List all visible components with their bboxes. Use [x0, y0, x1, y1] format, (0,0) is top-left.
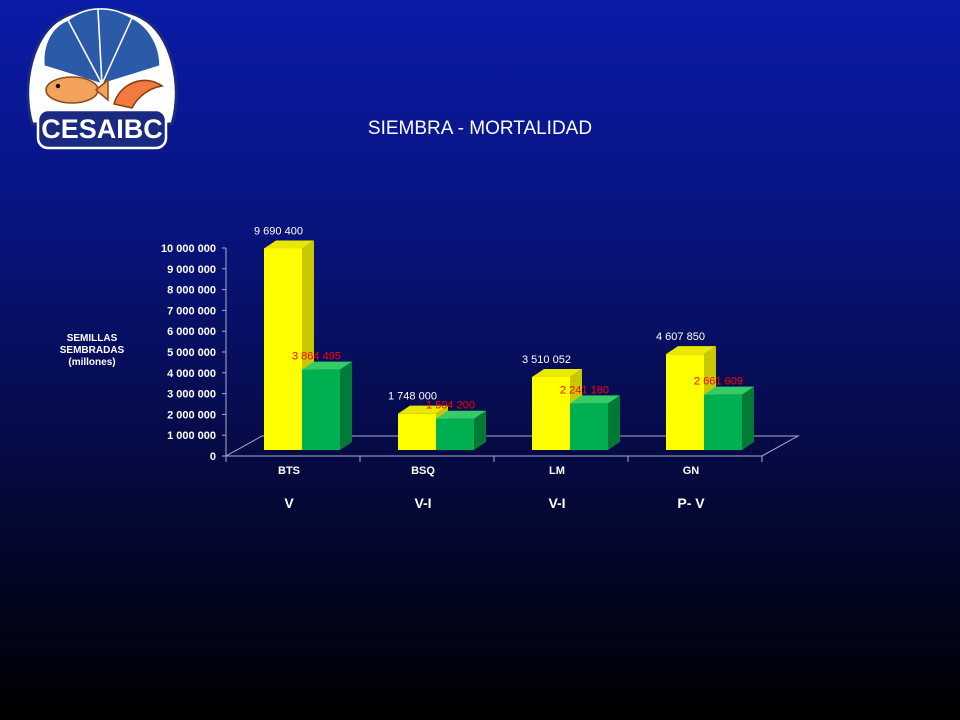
category-sublabel: P- V — [677, 495, 705, 511]
y-tick-label: 8 000 000 — [167, 285, 216, 297]
bar-top — [666, 346, 716, 355]
data-label: 3 510 052 — [522, 354, 571, 366]
bar-top — [570, 395, 620, 404]
bar — [666, 354, 704, 450]
chart-floor — [224, 435, 800, 457]
bar — [570, 403, 608, 450]
y-tick-label: 4 000 000 — [167, 368, 216, 380]
y-tick-label: 10 000 000 — [161, 243, 216, 255]
category-sublabel: V-I — [414, 495, 431, 511]
y-axis-label: SEMILLAS SEMBRADAS (millones) — [59, 333, 125, 368]
category-label: BTS — [278, 465, 300, 477]
data-label: 9 690 400 — [254, 225, 303, 237]
data-label: 3 864 495 — [292, 351, 341, 363]
data-label: 4 607 850 — [656, 331, 705, 343]
category-label: LM — [549, 465, 565, 477]
bar — [264, 248, 302, 450]
bar-side — [608, 395, 620, 450]
y-tick-label: 7 000 000 — [167, 305, 216, 317]
bar-side — [340, 361, 352, 450]
y-tick-label: 3 000 000 — [167, 389, 216, 401]
bar-top — [704, 386, 754, 395]
logo-text: CESAIBC — [41, 114, 163, 144]
chart-title: SIEMBRA - MORTALIDAD — [367, 118, 593, 139]
bar-side — [742, 386, 754, 450]
bar — [436, 418, 474, 450]
data-label: 2 241 180 — [560, 384, 609, 396]
cesaibc-logo: CESAIBC — [26, 7, 178, 150]
data-label: 1 504 200 — [426, 400, 475, 412]
y-tick-label: 9 000 000 — [167, 264, 216, 276]
bar — [704, 394, 742, 450]
data-label: 2 661 609 — [694, 376, 743, 388]
bar-top — [532, 368, 582, 377]
y-tick-label: 0 — [210, 451, 216, 463]
category-sublabel: V — [284, 495, 294, 511]
bar-top — [398, 405, 448, 414]
bar-top — [436, 410, 486, 419]
y-tick-label: 5 000 000 — [167, 347, 216, 359]
bar-side — [474, 410, 486, 450]
bar-top — [302, 361, 352, 370]
bar — [302, 369, 340, 450]
y-tick-label: 1 000 000 — [167, 430, 216, 442]
y-tick-label: 2 000 000 — [167, 409, 216, 421]
bar — [532, 376, 570, 450]
data-label: 1 748 000 — [388, 391, 437, 403]
bar-top — [264, 240, 314, 249]
y-tick-label: 6 000 000 — [167, 326, 216, 338]
category-label: GN — [683, 465, 700, 477]
category-label: BSQ — [411, 465, 435, 477]
category-sublabel: V-I — [548, 495, 565, 511]
bar — [398, 413, 436, 450]
